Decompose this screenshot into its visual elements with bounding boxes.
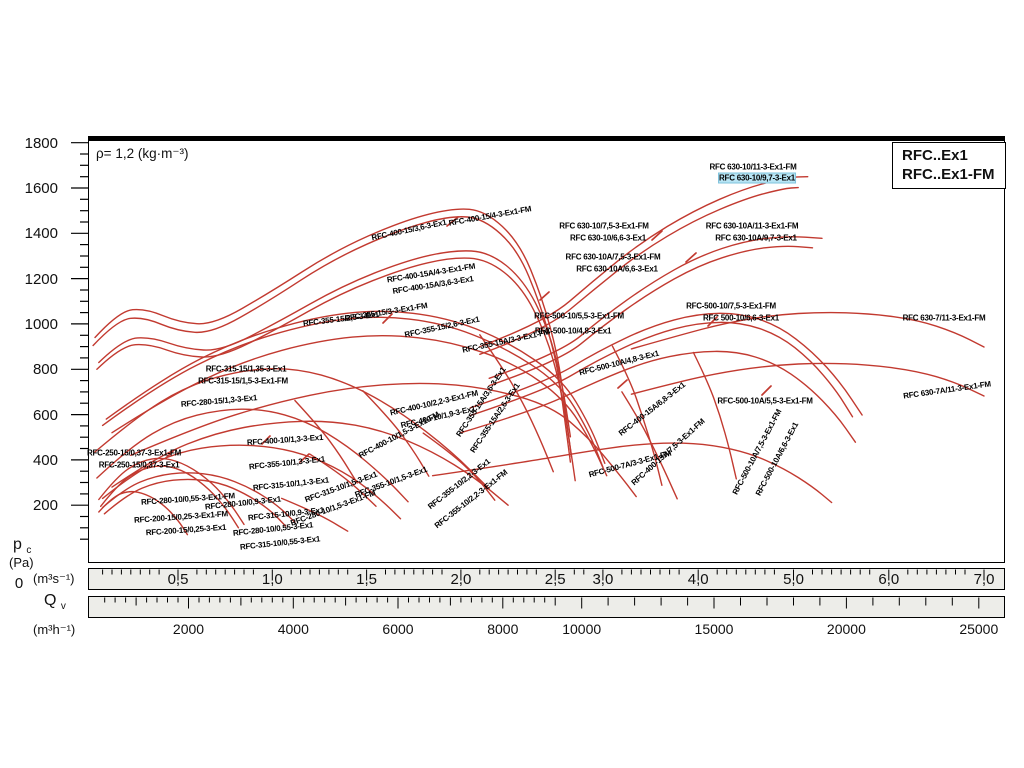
y-axis-sym-main: p	[13, 536, 22, 553]
curve-label: RFC 630-10/7,5-3-Ex1-FM	[559, 221, 649, 231]
x-axis-tick-label-m3h: 20000	[826, 621, 866, 637]
curve-label: RFC 630-10/11-3-Ex1-FM	[709, 162, 797, 172]
density-note: ρ= 1,2 (kg·m⁻³)	[96, 146, 189, 161]
x-axis-sym-main: Q	[44, 592, 57, 609]
curve-label: RFC 630-10A/6,6-3-Ex1	[576, 264, 658, 274]
x-axis-tick-label-m3s: 5,0	[783, 571, 804, 588]
x-axis-tick-label-m3s: 3,0	[592, 571, 614, 588]
curve-label: RFC 630-10A/11-3-Ex1-FM	[705, 221, 799, 231]
curve-label: RFC-315-15/1,35-3-Ex1	[205, 364, 287, 374]
x-axis-tick-label-m3s: 7,0	[973, 571, 995, 588]
curve-label: RFC 630-10/6,6-3-Ex1	[570, 233, 646, 243]
curve-label: RFC-500-10A/5,5-3-Ex1-FM	[717, 396, 813, 406]
curve-label: RFC 500-10/6,6-3-Ex1	[703, 313, 779, 323]
curve-label-highlighted: RFC 630-10/9,7-3-Ex1	[718, 172, 796, 184]
y-axis-tick-label: 600	[32, 406, 58, 424]
y-axis-zero-label: 0	[14, 575, 24, 592]
x-axis-tick-label-m3s: 2,5	[544, 571, 566, 588]
y-axis-sym-sub: c	[26, 545, 32, 557]
x-axis-tick-label-m3s: 1,0	[261, 571, 283, 588]
x-axis-tick-label-m3h: 8000	[487, 621, 519, 637]
y-axis-tick-label: 1600	[24, 180, 58, 197]
x-axis-band-m3s	[88, 568, 1005, 590]
curve-label: RFC-315-15/1,5-3-Ex1-FM	[198, 376, 288, 386]
x-axis-tick-label-m3h: 25000	[959, 621, 999, 637]
x-axis-sym-sub: v	[60, 601, 66, 613]
legend-line-1: RFC..Ex1	[902, 147, 968, 164]
curve-label: RFC-500-10/7,5-3-Ex1-FM	[686, 301, 776, 311]
x-axis-tick-label-m3h: 4000	[277, 621, 309, 637]
y-axis-tick-label: 400	[32, 451, 58, 469]
legend-line-2: RFC..Ex1-FM	[902, 166, 995, 183]
x-axis-symbol: Q v	[44, 592, 66, 612]
y-axis-tick-label: 800	[32, 361, 58, 379]
y-axis-tick-label: 1800	[24, 134, 58, 152]
y-axis-tick-label: 1400	[24, 225, 58, 243]
x-axis-tick-label-m3h: 10000	[562, 621, 602, 637]
x-axis-tick-label-m3h: 2000	[172, 621, 205, 637]
curve-label: RFC-250-15/0,37-3-Ex1-FM	[86, 448, 182, 458]
x-axis-tick-label-m3s: 1,5	[356, 571, 378, 588]
x-axis-tick-label-m3s: 6,0	[878, 571, 900, 588]
y-axis-tick-label: 200	[32, 497, 58, 515]
x-axis-tick-label-m3h: 6000	[382, 621, 414, 637]
x-axis-band-m3h	[88, 596, 1005, 618]
x-axis-unit-m3s: (m³s⁻¹)	[33, 571, 75, 586]
y-axis-unit: (Pa)	[9, 555, 34, 570]
x-axis-unit-m3h: (m³h⁻¹)	[33, 622, 76, 637]
y-axis-symbol: p c	[13, 536, 31, 556]
x-axis-tick-label-m3s: 4,0	[687, 571, 709, 588]
y-axis-tick-label: 1000	[24, 315, 58, 333]
curve-label: RFC 630-10A/7,5-3-Ex1-FM	[565, 252, 661, 262]
curve-label: RFC 630-10A/9,7-3-Ex1	[715, 233, 797, 243]
y-axis-tick-label: 1200	[24, 270, 58, 288]
x-axis-tick-label-m3h: 15000	[694, 621, 734, 637]
x-axis-tick-label-m3s: 0,5	[167, 571, 189, 588]
curve-label: RFC-250-15/0,37-3-Ex1	[98, 460, 180, 470]
legend-box: RFC..Ex1 RFC..Ex1-FM	[892, 142, 1006, 189]
curve-label: RFC 630-7/11-3-Ex1-FM	[902, 313, 986, 323]
curve-label: RFC-500-10/5,5-3-Ex1-FM	[534, 311, 624, 321]
x-axis-tick-label-m3s: 2,0	[450, 571, 472, 588]
